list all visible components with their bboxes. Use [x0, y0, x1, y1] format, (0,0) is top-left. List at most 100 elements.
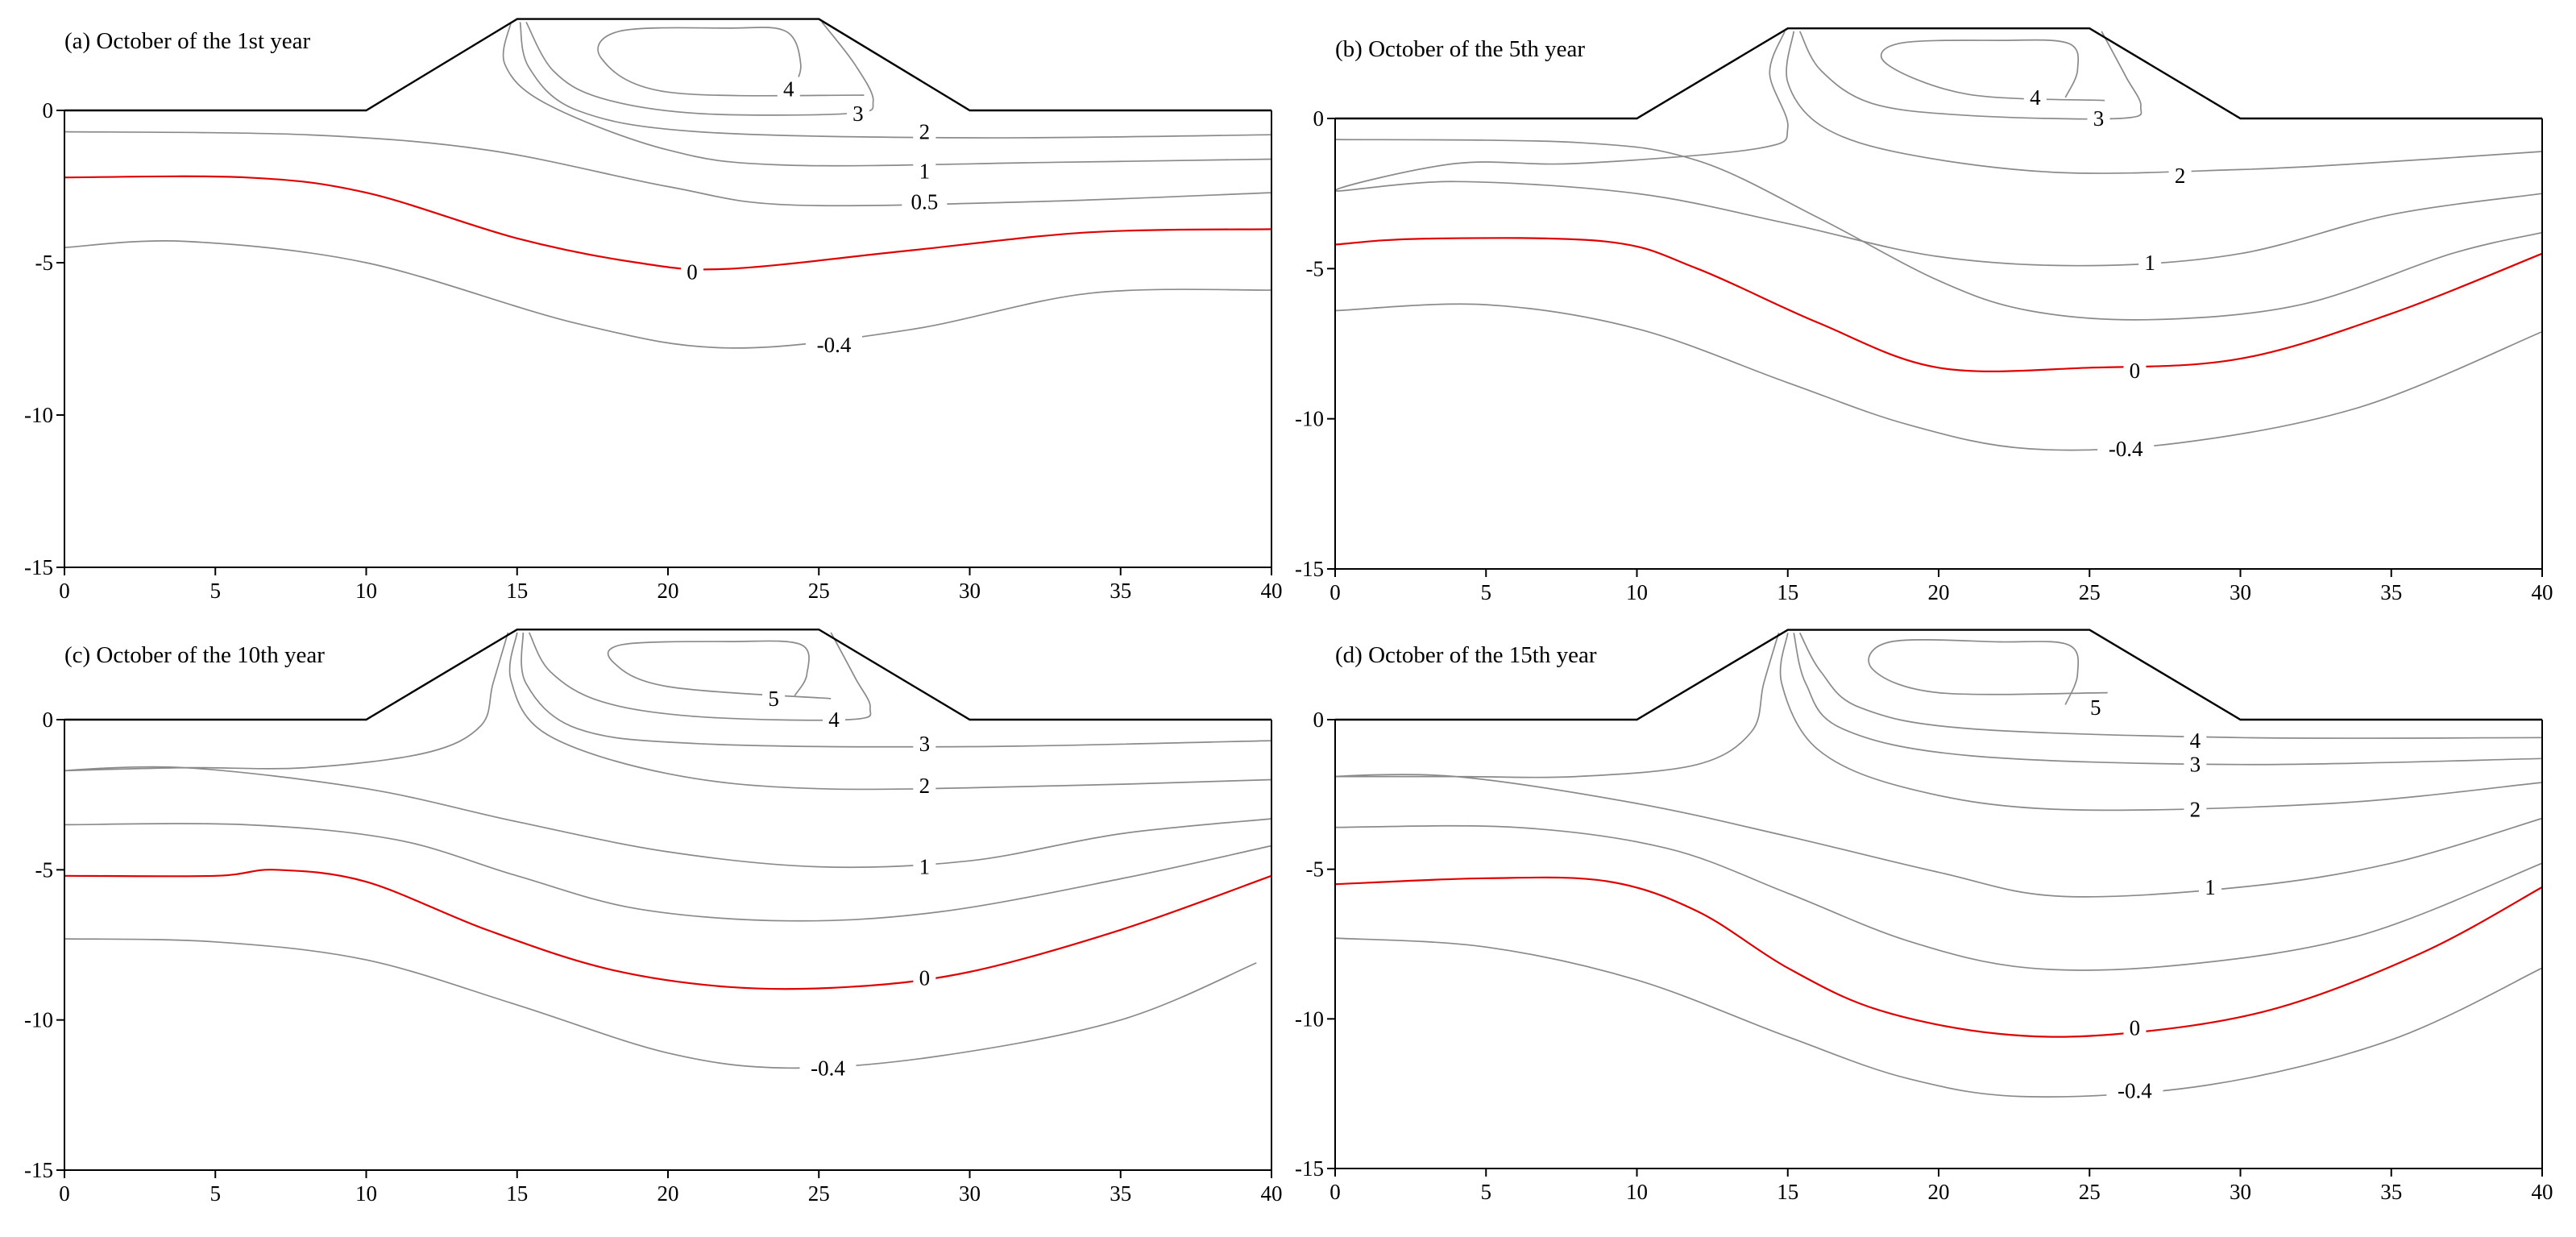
contour-line--0.4	[64, 240, 1272, 349]
y-tick-label: -5	[1306, 256, 1325, 280]
x-tick-label: 15	[1777, 1180, 1798, 1204]
x-tick-label: 30	[2230, 580, 2251, 604]
contour-label-1: 1	[919, 160, 931, 184]
contour-label-2: 2	[919, 774, 931, 798]
y-tick-label: -15	[1295, 557, 1324, 581]
x-tick-label: 5	[1481, 1180, 1492, 1204]
x-tick-label: 30	[959, 579, 981, 603]
contour-label-1: 1	[919, 855, 931, 879]
contour-line-4	[1798, 632, 2543, 739]
contour-label-1: 1	[2205, 875, 2216, 899]
contour-label-3: 3	[2093, 106, 2105, 131]
contour-label-mask	[902, 189, 948, 214]
x-tick-label: 10	[355, 579, 377, 603]
contour-line-4	[528, 632, 872, 721]
contour-label-mask	[2087, 106, 2110, 131]
contour-line--0.4	[1334, 303, 2543, 451]
contour-line-0	[1334, 237, 2543, 372]
contour-label--0.4: -0.4	[817, 333, 852, 357]
contour-label--0.4: -0.4	[811, 1056, 845, 1080]
embankment-outline	[64, 629, 1271, 721]
x-tick-label: 5	[210, 1181, 222, 1206]
x-tick-label: 15	[1777, 580, 1798, 604]
embankment-outline	[64, 18, 1271, 112]
contour-line-0.5	[1334, 139, 2543, 321]
contour-line-3	[525, 21, 874, 116]
contour-label-mask	[913, 854, 936, 879]
contour-label-mask	[822, 708, 845, 732]
contour-label-3: 3	[852, 102, 864, 126]
contour-label-3: 3	[2190, 753, 2201, 777]
contour-line-4	[597, 27, 865, 97]
contour-label-mask	[762, 686, 786, 711]
panel-title: (c) October of the 10th year	[64, 642, 325, 668]
x-tick-label: 0	[59, 579, 70, 603]
contour-label-4: 4	[828, 708, 840, 732]
x-tick-label: 20	[1928, 580, 1950, 604]
embankment-outline	[1335, 629, 2542, 721]
contour-line-3	[1798, 31, 2143, 120]
x-tick-label: 35	[2380, 580, 2402, 604]
contour-line-2	[1786, 31, 2543, 174]
y-tick-label: 0	[1313, 708, 1325, 732]
contour-label-3: 3	[919, 732, 931, 756]
contour-label-2: 2	[2175, 164, 2186, 188]
contour-label-mask	[846, 101, 869, 126]
x-tick-label: 25	[808, 1181, 830, 1206]
x-tick-label: 35	[2380, 1180, 2402, 1204]
contour-label-mask	[913, 965, 936, 990]
embankment-outline	[1335, 27, 2542, 120]
contour-line-5	[1868, 639, 2108, 705]
y-tick-label: -10	[24, 1008, 53, 1032]
x-tick-label: 15	[506, 579, 528, 603]
y-tick-label: -10	[1295, 407, 1324, 431]
panel-c: (c) October of the 10th year 5 4 3 2 10 -0.4 0 -…	[24, 629, 1283, 1206]
contour-line--0.4	[1334, 937, 2543, 1098]
x-tick-label: 40	[1261, 1181, 1283, 1206]
x-tick-label: 35	[1110, 579, 1131, 603]
contour-label-mask	[680, 259, 703, 284]
x-tick-label: 30	[959, 1181, 981, 1206]
panel-title: (b) October of the 5th year	[1335, 36, 1585, 62]
x-tick-label: 30	[2230, 1180, 2251, 1204]
contour-label-0: 0	[687, 259, 698, 284]
x-tick-label: 10	[355, 1181, 377, 1206]
contour-line-0	[1334, 876, 2543, 1038]
contour-label-mask	[913, 773, 936, 798]
contour-line-0.5	[1334, 824, 2543, 971]
x-tick-label: 40	[1261, 579, 1283, 603]
y-tick-label: -10	[24, 403, 53, 427]
x-tick-label: 25	[2079, 580, 2101, 604]
x-tick-label: 20	[657, 1181, 679, 1206]
contour-label--0.4: -0.4	[2109, 437, 2143, 461]
y-tick-label: -5	[35, 251, 54, 275]
contour-line-2	[519, 22, 1272, 139]
contour-label-mask	[2184, 797, 2207, 822]
contour-label-mask	[2123, 359, 2147, 384]
y-tick-label: -15	[24, 555, 53, 579]
contour-label-mask	[2184, 752, 2207, 777]
contour-label-5: 5	[768, 687, 779, 711]
x-tick-label: 0	[1329, 1180, 1341, 1204]
contour-line-1	[1334, 31, 2543, 267]
x-tick-label: 5	[1481, 580, 1492, 604]
contour-line-0.5	[64, 131, 1272, 207]
contour-label-4: 4	[2190, 729, 2201, 753]
contour-label-mask	[2123, 1015, 2147, 1040]
contour-label-mask	[799, 1056, 857, 1081]
contour-label-2: 2	[919, 119, 931, 143]
contour-label-mask	[2168, 163, 2192, 188]
contour-label-mask	[2184, 728, 2207, 753]
y-tick-label: -15	[24, 1158, 53, 1182]
contour-label-0: 0	[2130, 1015, 2141, 1040]
x-tick-label: 5	[210, 579, 222, 603]
x-tick-label: 25	[2079, 1180, 2101, 1204]
contour-line-2	[1779, 633, 2543, 812]
contour-label-mask	[2199, 874, 2222, 899]
panel-title: (d) October of the 15th year	[1335, 642, 1597, 668]
contour-label-mask	[913, 119, 936, 144]
contour-line-2	[508, 632, 1272, 791]
y-tick-label: -10	[1295, 1007, 1324, 1031]
y-tick-label: 0	[43, 708, 54, 732]
